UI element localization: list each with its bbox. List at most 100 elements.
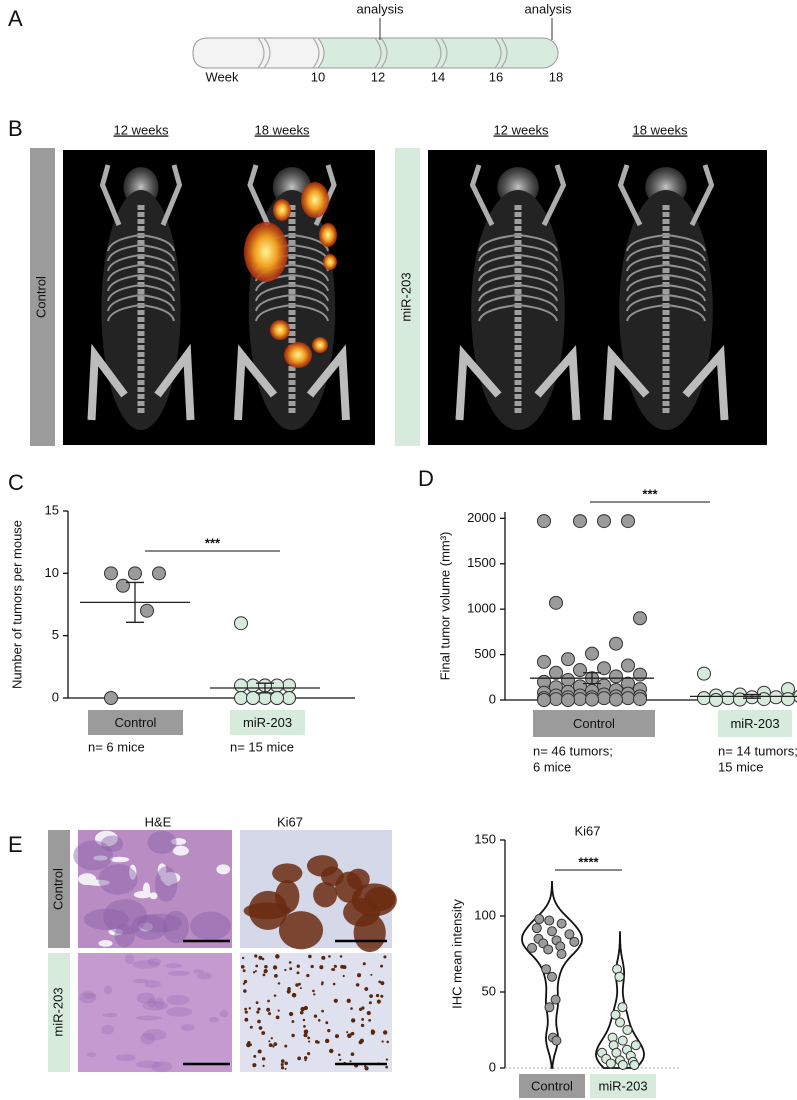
- significance: ***: [642, 486, 658, 501]
- data-point: [547, 971, 557, 982]
- ki67-nucleus: [295, 983, 299, 987]
- rib: [626, 254, 706, 272]
- row-bar: [48, 953, 70, 1072]
- tissue-texture: [147, 997, 156, 1008]
- data-point: [152, 566, 166, 581]
- ki67-nucleus: [258, 1026, 263, 1030]
- violin: [595, 931, 645, 1069]
- tissue-gap: [78, 873, 97, 886]
- he-image: [78, 953, 232, 1072]
- ki67-nucleus: [254, 970, 257, 973]
- ki67-nucleus: [261, 1057, 266, 1061]
- ki67-nucleus: [333, 964, 337, 968]
- ki67-nucleus: [242, 969, 246, 973]
- rib: [626, 234, 706, 252]
- ki67-nucleus: [308, 1040, 311, 1043]
- y-tick-label: 5: [52, 627, 59, 642]
- significance: ****: [578, 854, 599, 869]
- data-point: [537, 693, 551, 707]
- ki67-nucleus: [280, 1062, 284, 1067]
- tissue-texture: [132, 960, 160, 969]
- ki67-nucleus: [369, 994, 373, 998]
- column-label: H&E: [145, 814, 172, 829]
- data-point: [605, 1058, 616, 1069]
- tissue-texture: [132, 978, 149, 984]
- tissue-texture: [180, 1024, 195, 1032]
- timeline-chevrons: [257, 37, 508, 69]
- ki67-nucleus: [296, 964, 300, 968]
- rib: [255, 304, 329, 322]
- tissue-nodule: [114, 924, 135, 948]
- ki67-nucleus: [258, 955, 263, 960]
- data-point: [549, 595, 563, 610]
- data-point: [621, 658, 635, 673]
- group-label: Control: [33, 276, 48, 318]
- ki67-cluster: [313, 882, 338, 908]
- ki67-nucleus: [268, 1043, 273, 1048]
- ki67-nucleus: [370, 973, 373, 976]
- ki67-nucleus: [302, 1018, 306, 1022]
- group-box: [88, 710, 183, 735]
- data-point: [721, 691, 735, 706]
- ki67-nucleus: [338, 1053, 341, 1057]
- ki67-nucleus: [268, 1040, 271, 1043]
- tissue-gap: [98, 939, 113, 947]
- tissue-nodule: [73, 840, 114, 871]
- ki67-nucleus: [368, 1018, 372, 1022]
- data-point: [551, 1035, 562, 1046]
- ki67-nucleus: [289, 967, 293, 971]
- rib: [255, 284, 329, 302]
- y-tick-label: 0: [489, 691, 496, 706]
- ki67-cluster: [275, 880, 300, 914]
- ki67-nucleus: [361, 1018, 364, 1021]
- tissue-texture: [147, 957, 161, 966]
- timeline-tick: 16: [489, 69, 503, 84]
- ki67-nucleus: [368, 1001, 372, 1005]
- ki67-nucleus: [277, 1009, 280, 1012]
- ki67-nucleus: [381, 1040, 384, 1043]
- ki67-nucleus: [304, 1058, 307, 1062]
- y-tick-label: 15: [45, 502, 59, 517]
- tumor-signal: [312, 337, 328, 353]
- ki67-nucleus: [303, 1025, 306, 1028]
- tissue-nodule: [190, 911, 231, 941]
- rib: [478, 254, 558, 272]
- ki67-nucleus: [358, 1007, 363, 1011]
- ki67-nucleus: [299, 1010, 304, 1015]
- ki67-nucleus: [286, 989, 291, 994]
- tissue-gap: [216, 864, 231, 875]
- arms: [469, 164, 567, 227]
- data-point: [234, 616, 248, 631]
- tissue-texture: [209, 1017, 219, 1023]
- y-tick-label: 1500: [467, 555, 496, 570]
- data-point: [610, 1009, 621, 1020]
- tumor-signal: [301, 182, 329, 218]
- data-point: [282, 691, 296, 705]
- ki67-nucleus: [244, 1007, 248, 1011]
- data-point: [234, 678, 248, 693]
- column-label: 12 weeks: [494, 122, 549, 137]
- ki67-nucleus: [275, 1015, 280, 1020]
- rib: [626, 264, 706, 282]
- ki67-nucleus: [266, 1007, 271, 1012]
- y-axis-label: IHC mean intensity: [449, 899, 464, 1009]
- tissue-texture: [103, 985, 113, 995]
- arms: [617, 164, 715, 227]
- ki67-nucleus: [256, 1010, 260, 1014]
- tissue-nodule: [131, 914, 168, 940]
- y-tick-label: 10: [45, 565, 59, 580]
- data-point: [282, 678, 296, 693]
- tumor-signal: [270, 320, 290, 340]
- group-label: miR-203: [730, 716, 779, 731]
- data-point: [617, 1002, 628, 1013]
- tissue-nodule: [100, 835, 124, 852]
- ki67-nucleus: [303, 1029, 309, 1035]
- data-point: [556, 918, 567, 929]
- ki67-nucleus: [327, 1029, 331, 1033]
- ki67-nucleus: [364, 987, 369, 991]
- rib: [107, 294, 175, 312]
- ki67-nucleus: [262, 1064, 265, 1067]
- tissue-texture: [166, 1007, 193, 1017]
- rib: [478, 284, 558, 302]
